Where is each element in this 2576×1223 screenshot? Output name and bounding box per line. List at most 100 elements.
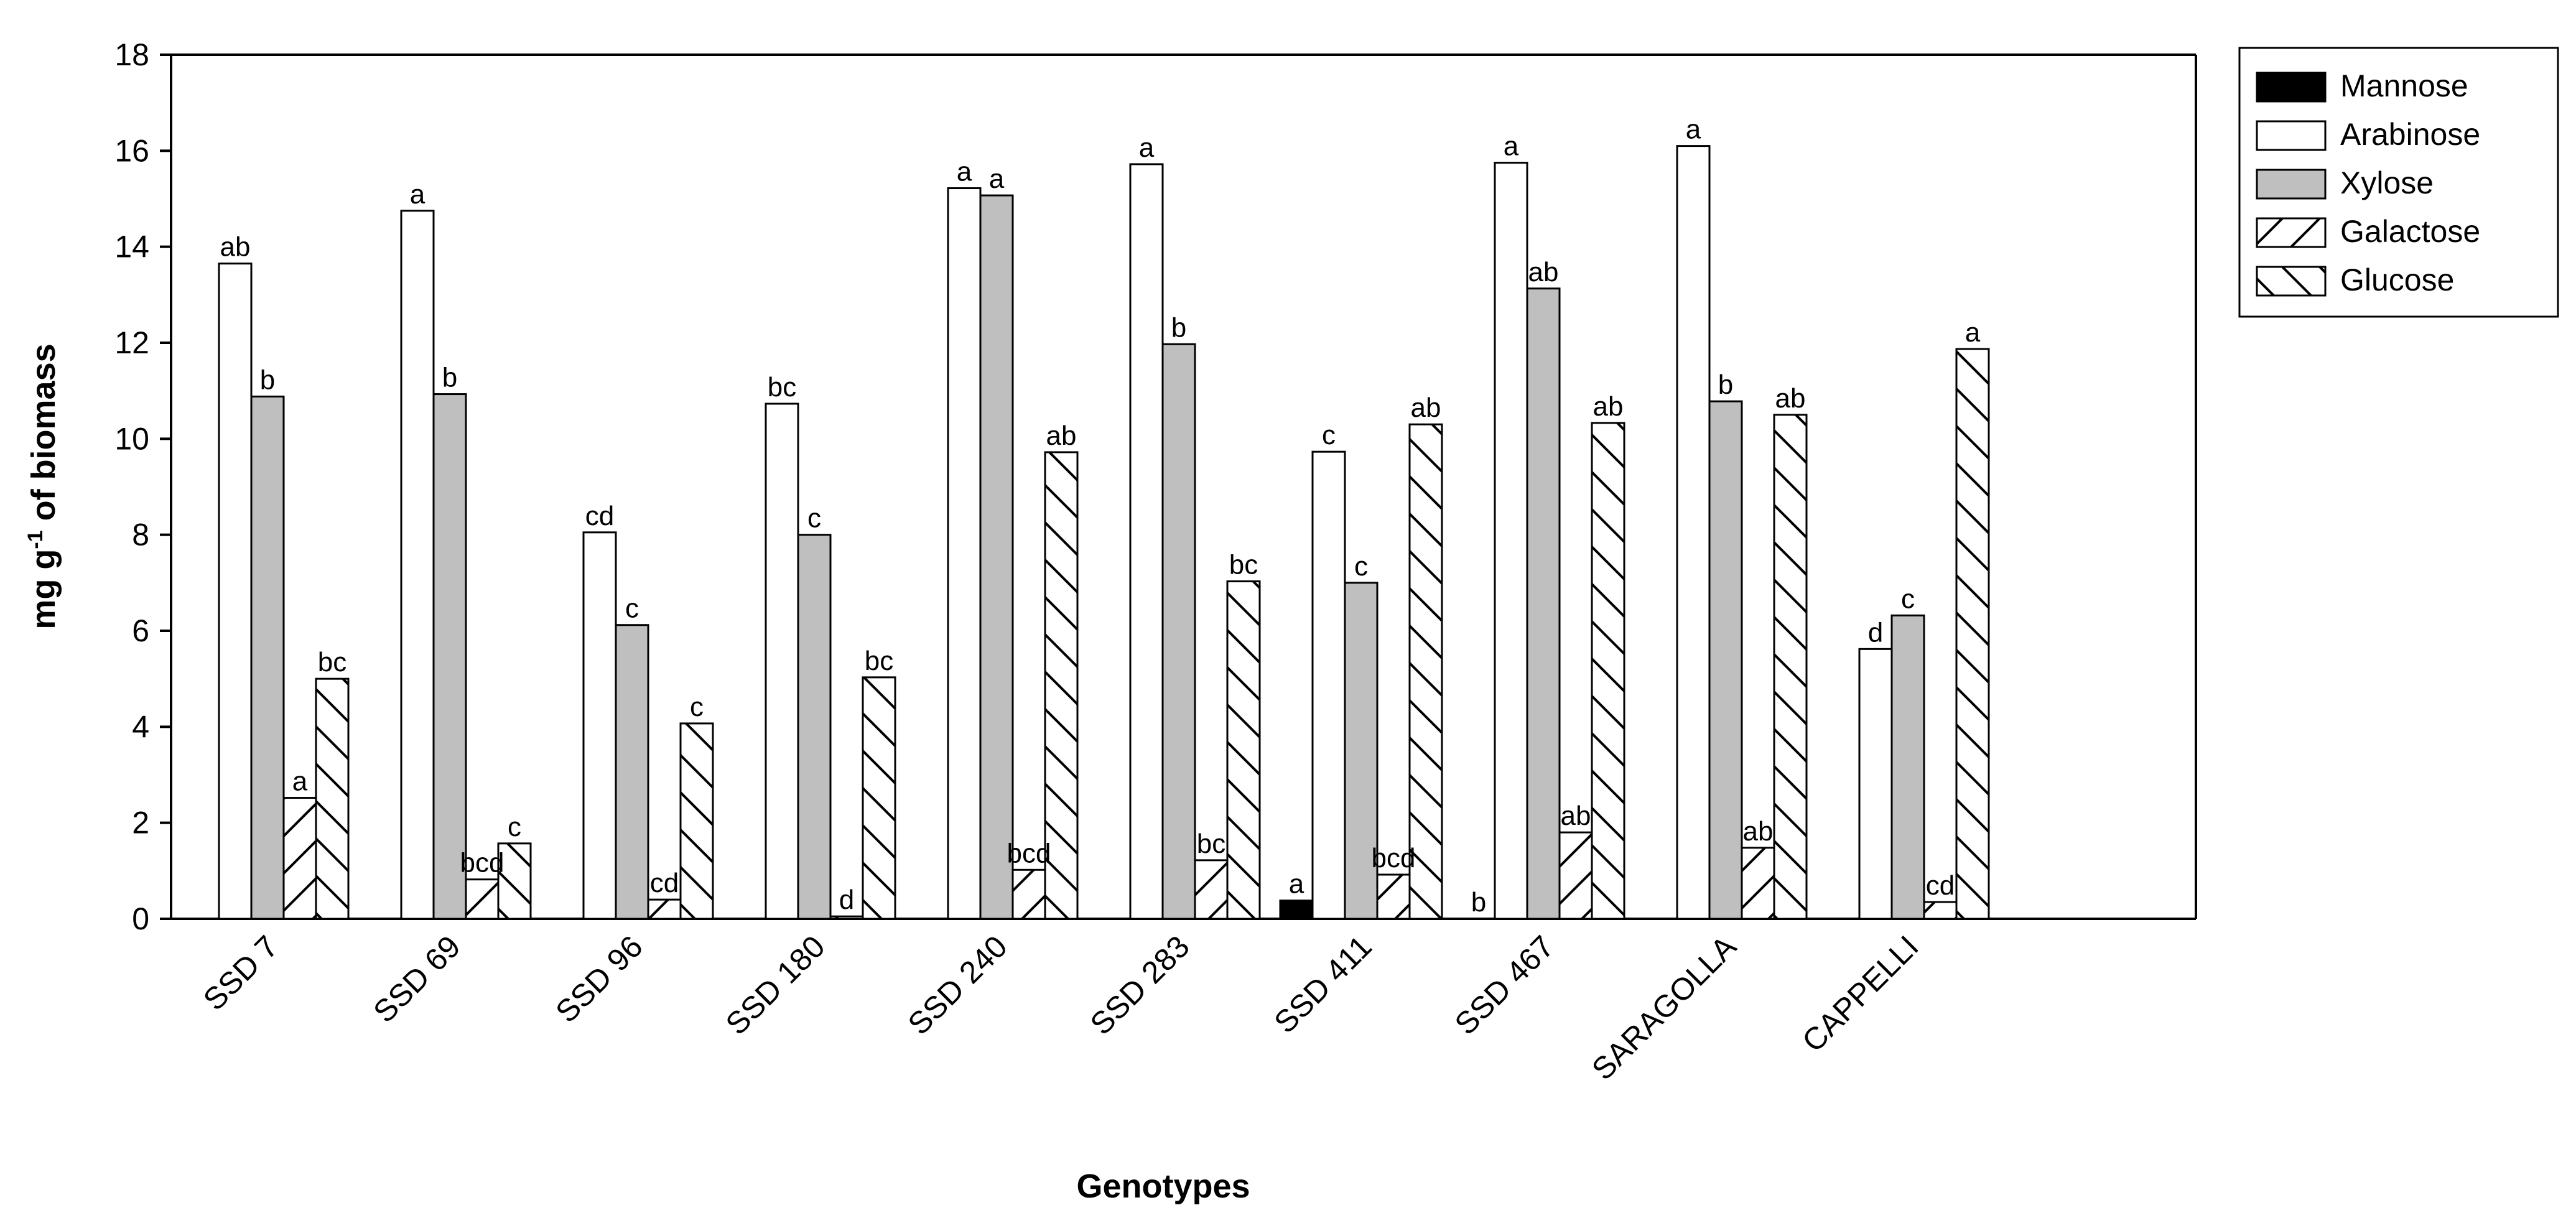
bar-xylose-saragolla [1708, 400, 1743, 920]
significance-label: d [1868, 617, 1883, 648]
bar-arabinose-cappelli [1858, 648, 1893, 920]
bar-xylose-ssd-240 [979, 194, 1014, 920]
significance-label: ab [1046, 421, 1077, 451]
legend-label-mannose: Mannose [2340, 68, 2468, 103]
bars [218, 145, 1990, 920]
bar-xylose-ssd-96 [615, 624, 649, 920]
bar-xylose-ssd-7 [250, 395, 285, 920]
significance-label: cd [585, 501, 614, 531]
x-tick-label: SSD 283 [1084, 929, 1196, 1041]
bar-galactose-ssd-7 [282, 797, 317, 920]
y-tick-label: 4 [132, 709, 149, 744]
y-tick-label: 6 [132, 613, 149, 648]
bar-galactose-ssd-180 [829, 915, 864, 920]
bar-arabinose-ssd-411 [1311, 450, 1346, 920]
bar-glucose-ssd-240 [1044, 451, 1079, 920]
bar-arabinose-ssd-7 [218, 263, 253, 920]
significance-label: c [1322, 420, 1336, 450]
significance-label: a [989, 164, 1005, 194]
significance-label: ab [1743, 816, 1774, 847]
y-tick-label: 12 [114, 325, 149, 360]
y-axis-ticks: 0 2 4 6 8 10 12 14 16 18 [114, 37, 171, 936]
significance-label: a [1289, 869, 1304, 900]
significance-label: b [442, 363, 457, 393]
significance-label: cd [650, 868, 679, 898]
bar-xylose-ssd-411 [1344, 582, 1379, 920]
significance-label: b [260, 365, 275, 395]
bar-arabinose-ssd-240 [947, 187, 982, 920]
significance-label: a [957, 157, 972, 187]
x-tick-label: SARAGOLLA [1585, 929, 1743, 1087]
bar-xylose-cappelli [1890, 614, 1925, 920]
x-tick-label: SSD 240 [901, 929, 1014, 1041]
significance-label: cd [1926, 870, 1955, 901]
x-tick-label: CAPPELLI [1795, 929, 1925, 1059]
bar-arabinose-ssd-69 [400, 210, 435, 920]
significance-label: ab [220, 232, 251, 263]
significance-label: c [508, 812, 521, 842]
significance-label: bcd [1372, 843, 1416, 873]
bar-xylose-ssd-283 [1161, 343, 1196, 920]
significance-label: bc [318, 647, 346, 677]
bar-arabinose-ssd-96 [582, 531, 617, 920]
significance-label: ab [1775, 383, 1806, 414]
bar-xylose-ssd-180 [797, 534, 832, 920]
legend-swatch-glucose [2256, 266, 2327, 297]
significance-label: ab [1528, 257, 1559, 287]
significance-label: bc [768, 372, 796, 402]
significance-label: c [1354, 551, 1368, 582]
significance-label: ab [1411, 393, 1441, 423]
bar-glucose-ssd-283 [1226, 580, 1261, 920]
legend-label-glucose: Glucose [2340, 263, 2454, 297]
bar-arabinose-ssd-283 [1129, 163, 1164, 920]
y-tick-label: 16 [114, 133, 149, 168]
significance-label: d [839, 885, 854, 915]
y-axis-title: mg g-1 of biomass [24, 343, 62, 629]
x-tick-label: SSD 467 [1448, 929, 1561, 1041]
significance-label: ab [1593, 391, 1624, 422]
x-tick-label: SSD 96 [549, 929, 649, 1029]
y-tick-label: 10 [114, 421, 149, 456]
bar-galactose-ssd-467 [1558, 831, 1593, 920]
bar-galactose-saragolla [1741, 847, 1775, 920]
significance-label: a [1504, 131, 1519, 162]
bar-glucose-ssd-180 [862, 676, 896, 920]
legend-label-arabinose: Arabinose [2340, 117, 2480, 152]
bar-mannose-ssd-411 [1279, 900, 1314, 920]
significance-label: b [1171, 312, 1186, 343]
significance-label: b [1718, 370, 1733, 400]
bar-glucose-ssd-467 [1591, 422, 1625, 920]
significance-label: c [625, 593, 639, 624]
bar-arabinose-ssd-180 [765, 402, 799, 920]
significance-label: bc [865, 646, 893, 676]
y-tick-label: 14 [114, 230, 149, 264]
significance-label: a [1686, 114, 1701, 145]
bar-xylose-ssd-467 [1526, 287, 1561, 920]
significance-label: b [1471, 887, 1486, 918]
bar-galactose-ssd-96 [647, 898, 682, 920]
legend-label-galactose: Galactose [2340, 214, 2480, 249]
x-tick-label: SSD 411 [1267, 929, 1378, 1039]
significance-label: bcd [460, 848, 505, 878]
bar-galactose-ssd-240 [1011, 868, 1046, 920]
significance-label: bc [1197, 829, 1225, 859]
bar-glucose-saragolla [1773, 414, 1808, 920]
x-axis-tick-labels: SSD 7 SSD 69 SSD 96 SSD 180 SSD 240 SSD 283 SS… [197, 929, 1925, 1087]
significance-label: bc [1229, 550, 1258, 580]
y-tick-label: 18 [114, 37, 149, 72]
legend-swatch-xylose [2256, 169, 2327, 200]
y-tick-label: 2 [132, 806, 149, 840]
bar-arabinose-saragolla [1676, 145, 1711, 920]
x-axis-title: Genotypes [1076, 1168, 1250, 1205]
bar-galactose-ssd-283 [1194, 859, 1229, 920]
bar-xylose-ssd-69 [432, 393, 467, 920]
x-tick-label: SSD 180 [719, 929, 832, 1041]
x-tick-label: SSD 69 [366, 929, 467, 1029]
bar-glucose-cappelli [1955, 348, 1990, 920]
bar-arabinose-ssd-467 [1494, 162, 1528, 920]
significance-label: bcd [1007, 838, 1051, 868]
legend: Mannose Arabinose Xylose Galactose Glucose [2238, 47, 2559, 318]
significance-label: c [807, 503, 821, 534]
